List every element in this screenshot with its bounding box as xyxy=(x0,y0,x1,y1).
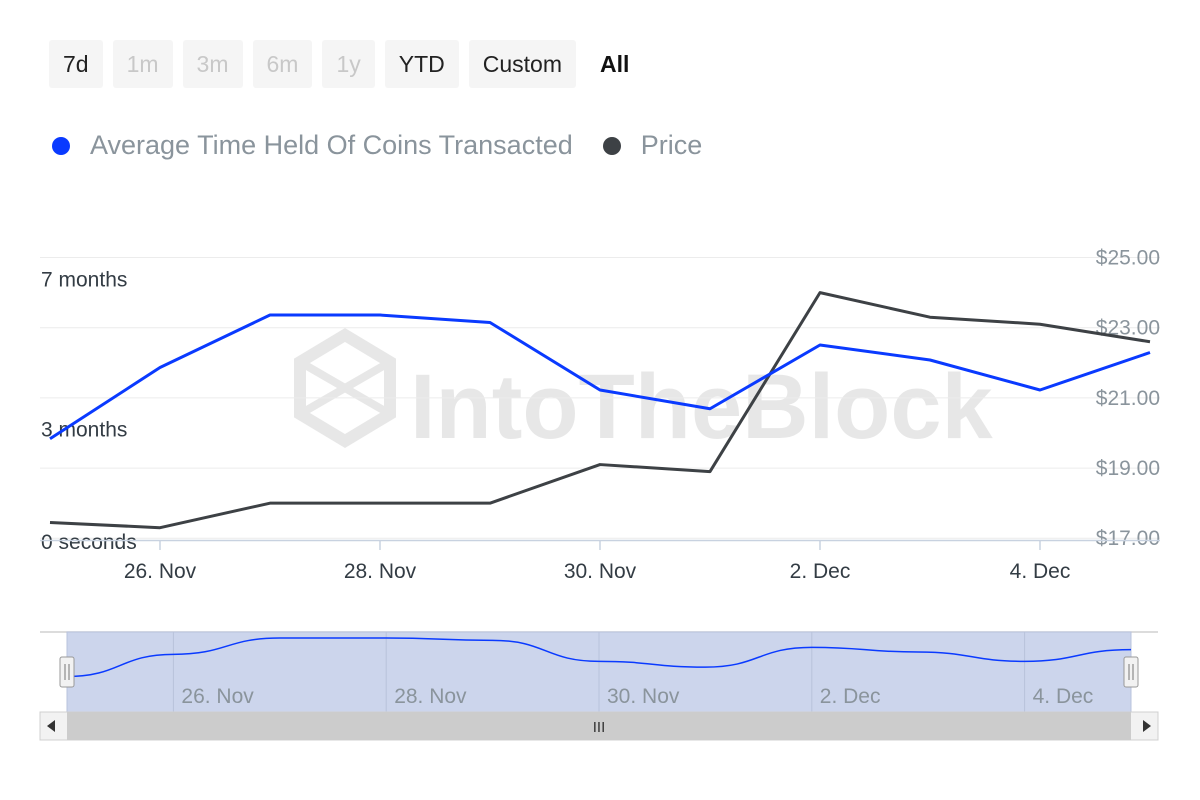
x-tick-label: 30. Nov xyxy=(564,560,637,583)
range-button-all[interactable]: All xyxy=(600,50,630,77)
scrollbar-grip-icon: III xyxy=(593,719,606,736)
range-selector: 7d 1m 3m 6m 1y YTD Custom All xyxy=(49,40,643,88)
x-tick-label: 4. Dec xyxy=(1010,560,1071,583)
range-button-custom[interactable]: Custom xyxy=(468,40,576,88)
range-button-6m[interactable]: 6m xyxy=(252,40,313,88)
legend-item-price[interactable]: Price xyxy=(602,130,703,161)
range-button-1m[interactable]: 1m xyxy=(112,40,173,88)
series-line-price xyxy=(49,291,1151,530)
navigator-tick-label: 26. Nov xyxy=(181,685,254,708)
scrollbar: III xyxy=(39,711,1159,741)
range-button-7d[interactable]: 7d xyxy=(49,40,103,88)
y-right-tick-label: $23.00 xyxy=(1096,317,1160,340)
navigator-tick-label: 4. Dec xyxy=(1033,685,1094,708)
navigator-tick-label: 28. Nov xyxy=(394,685,467,708)
scroll-left-arrow-icon[interactable] xyxy=(47,720,55,732)
legend-dot-avg-time-held xyxy=(52,136,70,155)
navigator-handle-left[interactable] xyxy=(59,656,75,688)
y-right-tick-label: $17.00 xyxy=(1096,527,1160,550)
x-tick-label: 26. Nov xyxy=(124,560,197,583)
scroll-right-arrow-icon[interactable] xyxy=(1143,720,1151,732)
range-button-3m[interactable]: 3m xyxy=(182,40,243,88)
y-right-tick-label: $19.00 xyxy=(1096,457,1160,480)
legend-label-price: Price xyxy=(640,130,703,160)
series-line-avg-time-held xyxy=(49,313,1151,441)
range-button-1y[interactable]: 1y xyxy=(322,40,375,88)
watermark-logo-line xyxy=(297,358,393,418)
chart-legend: Average Time Held Of Coins Transacted Pr… xyxy=(52,130,732,161)
navigator-tick-label: 30. Nov xyxy=(607,685,680,708)
y-left-tick-label: 3 months xyxy=(41,419,127,442)
handle-body xyxy=(59,656,75,688)
y-left-tick-label: 0 seconds xyxy=(41,531,137,554)
scrollbar-thumb[interactable] xyxy=(67,712,1131,740)
y-right-tick-label: $25.00 xyxy=(1096,247,1160,270)
navigator-tick-label: 2. Dec xyxy=(820,685,881,708)
y-right-tick-label: $21.00 xyxy=(1096,387,1160,410)
legend-label-avg-time-held: Average Time Held Of Coins Transacted xyxy=(90,130,573,160)
range-button-ytd[interactable]: YTD xyxy=(384,40,459,88)
legend-dot-price xyxy=(602,136,621,155)
x-tick-label: 28. Nov xyxy=(344,560,417,583)
x-tick-label: 2. Dec xyxy=(790,560,851,583)
navigator-series-line xyxy=(66,637,1132,678)
watermark-logo-icon xyxy=(294,328,396,448)
legend-item-avg-time-held[interactable]: Average Time Held Of Coins Transacted xyxy=(52,130,573,161)
y-left-tick-label: 7 months xyxy=(41,269,127,292)
watermark-logo-line xyxy=(297,358,393,418)
navigator-handle-right[interactable] xyxy=(1123,656,1139,688)
handle-body xyxy=(1123,656,1139,688)
